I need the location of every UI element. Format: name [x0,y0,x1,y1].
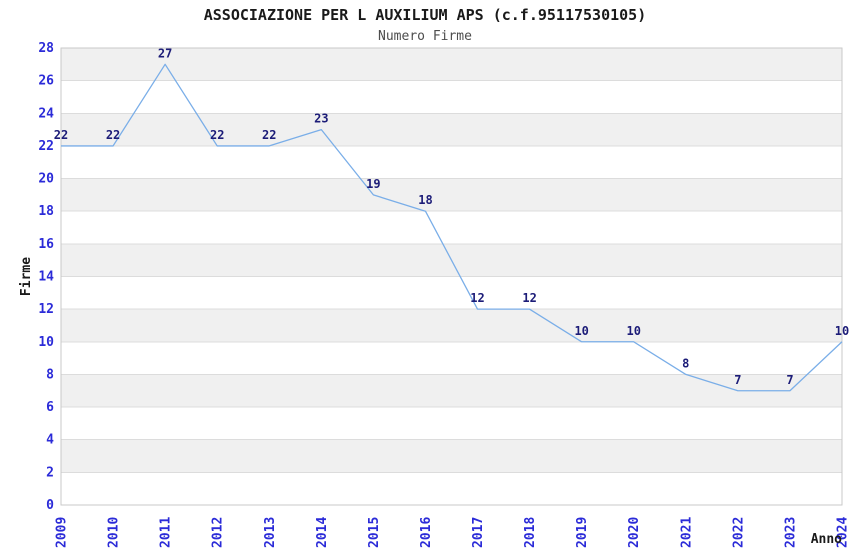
y-tick-label: 18 [38,204,54,219]
y-tick-label: 24 [38,106,54,121]
y-axis-band [61,374,842,408]
y-tick-label: 0 [46,498,54,513]
point-label: 12 [522,291,536,305]
y-tick-label: 12 [38,302,54,317]
x-tick-label: 2019 [575,517,590,548]
x-tick-label: 2020 [627,517,642,548]
y-tick-label: 28 [38,41,54,56]
y-axis-band [61,439,842,473]
x-tick-label: 2021 [679,517,694,548]
plot-border [60,47,843,506]
y-axis-band [61,113,842,146]
y-tick-label: 6 [46,400,54,415]
x-tick-label: 2018 [523,517,538,548]
x-tick-label: 2016 [419,517,434,548]
y-tick-label: 10 [38,335,54,350]
y-axis-band [61,309,842,342]
y-axis-band [61,178,842,212]
chart-title: ASSOCIAZIONE PER L AUXILIUM APS (c.f.951… [203,6,647,24]
y-axis-band [61,48,842,81]
y-tick-label: 8 [46,367,54,382]
y-tick-label: 16 [38,237,54,252]
y-tick-label: 2 [46,465,54,480]
x-tick-label: 2017 [471,517,486,548]
x-tick-label: 2011 [159,517,174,548]
x-tick-label: 2012 [211,517,226,548]
x-tick-label: 2022 [731,517,746,548]
point-label: 22 [54,128,68,142]
y-tick-label: 20 [38,172,54,187]
x-tick-label: 2024 [836,517,850,548]
point-label: 10 [835,324,849,338]
x-axis-title: Anno [811,532,842,547]
point-label: 10 [627,324,641,338]
x-tick-label: 2014 [315,517,330,548]
point-label: 27 [158,46,172,60]
x-tick-label: 2015 [367,517,382,548]
point-label: 7 [786,373,793,387]
point-label: 19 [366,177,380,191]
x-tick-label: 2023 [783,517,798,548]
point-label: 8 [682,356,689,370]
point-label: 23 [314,112,328,126]
y-tick-label: 26 [38,74,54,89]
x-tick-label: 2009 [55,517,70,548]
chart-subtitle: Numero Firme [378,29,472,44]
point-label: 10 [574,324,588,338]
y-axis-title: Firme [19,257,34,296]
point-label: 22 [262,128,276,142]
y-tick-label: 4 [46,433,54,448]
series-line [61,63,843,392]
x-tick-label: 2013 [263,517,278,548]
y-tick-label: 22 [38,139,54,154]
point-label: 22 [106,128,120,142]
point-label: 12 [470,291,484,305]
point-label: 18 [418,193,432,207]
x-tick-label: 2010 [107,517,122,548]
point-label: 22 [210,128,224,142]
y-tick-label: 14 [38,270,54,285]
point-label: 7 [734,373,741,387]
